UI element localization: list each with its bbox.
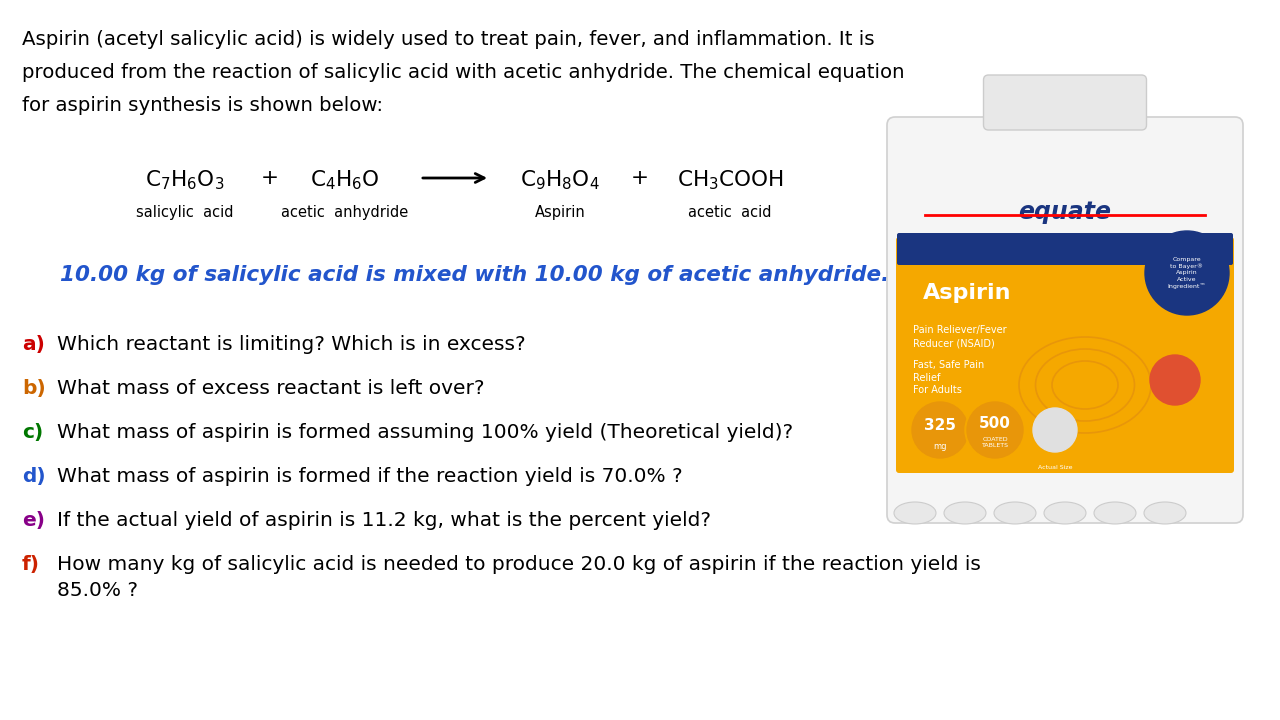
Text: 325: 325 <box>924 418 956 433</box>
FancyBboxPatch shape <box>887 117 1243 523</box>
Text: Which reactant is limiting? Which is in excess?: Which reactant is limiting? Which is in … <box>58 335 526 354</box>
Text: C$_4$H$_6$O: C$_4$H$_6$O <box>310 168 380 192</box>
FancyBboxPatch shape <box>897 233 1233 265</box>
Text: Actual Size: Actual Size <box>1038 465 1073 470</box>
Circle shape <box>1033 408 1076 452</box>
Text: mg: mg <box>933 442 947 451</box>
Text: What mass of aspirin is formed if the reaction yield is 70.0% ?: What mass of aspirin is formed if the re… <box>58 467 682 486</box>
Ellipse shape <box>995 502 1036 524</box>
Ellipse shape <box>1144 502 1187 524</box>
Text: C$_9$H$_8$O$_4$: C$_9$H$_8$O$_4$ <box>520 168 600 192</box>
Text: Pain Reliever/Fever
Reducer (NSAID): Pain Reliever/Fever Reducer (NSAID) <box>913 325 1006 348</box>
Text: What mass of excess reactant is left over?: What mass of excess reactant is left ove… <box>58 379 485 398</box>
Circle shape <box>1149 355 1201 405</box>
Text: Aspirin: Aspirin <box>923 283 1011 303</box>
Text: d): d) <box>22 467 46 486</box>
Text: What mass of aspirin is formed assuming 100% yield (Theoretical yield)?: What mass of aspirin is formed assuming … <box>58 423 794 442</box>
Text: 10.00 kg of salicylic acid is mixed with 10.00 kg of acetic anhydride.: 10.00 kg of salicylic acid is mixed with… <box>60 265 890 285</box>
Text: COATED
TABLETS: COATED TABLETS <box>982 437 1009 448</box>
Circle shape <box>1146 231 1229 315</box>
Text: Aspirin (acetyl salicylic acid) is widely used to treat pain, fever, and inflamm: Aspirin (acetyl salicylic acid) is widel… <box>22 30 874 49</box>
Ellipse shape <box>893 502 936 524</box>
Ellipse shape <box>1094 502 1137 524</box>
Text: b): b) <box>22 379 46 398</box>
FancyBboxPatch shape <box>896 237 1234 473</box>
Text: +: + <box>631 168 649 188</box>
Text: e): e) <box>22 511 45 530</box>
Text: How many kg of salicylic acid is needed to produce 20.0 kg of aspirin if the rea: How many kg of salicylic acid is needed … <box>58 555 980 600</box>
Circle shape <box>910 400 970 460</box>
Text: Fast, Safe Pain
Relief: Fast, Safe Pain Relief <box>913 360 984 383</box>
Text: acetic  acid: acetic acid <box>689 205 772 220</box>
Text: C$_7$H$_6$O$_3$: C$_7$H$_6$O$_3$ <box>146 168 225 192</box>
Text: 500: 500 <box>979 416 1011 431</box>
Text: For Adults: For Adults <box>913 385 961 395</box>
Circle shape <box>911 402 968 458</box>
FancyBboxPatch shape <box>983 75 1147 130</box>
Circle shape <box>965 400 1025 460</box>
Ellipse shape <box>945 502 986 524</box>
Text: Aspirin: Aspirin <box>535 205 585 220</box>
Ellipse shape <box>1044 502 1085 524</box>
Text: If the actual yield of aspirin is 11.2 kg, what is the percent yield?: If the actual yield of aspirin is 11.2 k… <box>58 511 710 530</box>
Text: a): a) <box>22 335 45 354</box>
Text: f): f) <box>22 555 40 574</box>
Text: salicylic  acid: salicylic acid <box>136 205 234 220</box>
Circle shape <box>966 402 1023 458</box>
Text: Compare
to Bayer®
Aspirin
Active
Ingredient™: Compare to Bayer® Aspirin Active Ingredi… <box>1167 257 1206 289</box>
Text: equate: equate <box>1019 200 1111 224</box>
Text: produced from the reaction of salicylic acid with acetic anhydride. The chemical: produced from the reaction of salicylic … <box>22 63 905 82</box>
Text: c): c) <box>22 423 44 442</box>
Text: +: + <box>261 168 279 188</box>
Text: for aspirin synthesis is shown below:: for aspirin synthesis is shown below: <box>22 96 383 115</box>
Text: acetic  anhydride: acetic anhydride <box>282 205 408 220</box>
Text: CH$_3$COOH: CH$_3$COOH <box>677 168 783 192</box>
